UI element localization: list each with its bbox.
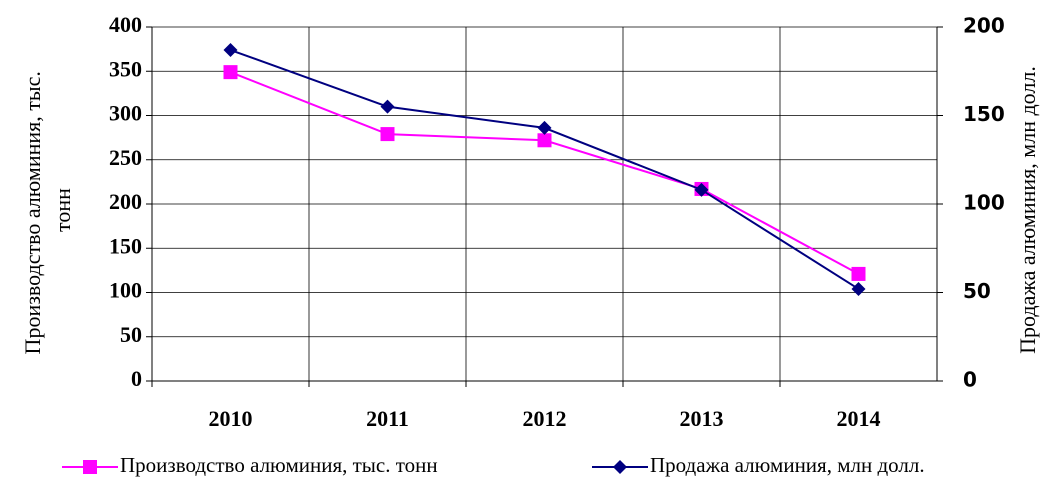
x-tick-label: 2014 — [837, 406, 881, 431]
marker — [851, 281, 866, 296]
x-tick-label: 2010 — [209, 406, 253, 431]
marker — [380, 127, 395, 142]
legend-label: Продажа алюминия, млн долл. — [650, 453, 925, 477]
y-tick-label: 300 — [109, 101, 142, 126]
marker — [223, 65, 238, 80]
marker — [537, 133, 552, 148]
marker — [380, 99, 395, 114]
y-axis-title: Производство алюминия, тыс. тонн — [20, 66, 75, 355]
y-tick-label: 400 — [109, 12, 142, 37]
y2-tick-label: 50 — [963, 279, 991, 303]
y-tick-label: 200 — [109, 189, 142, 214]
y-tick-label: 0 — [131, 366, 142, 391]
series-line — [230, 49, 860, 290]
series-line — [230, 71, 859, 275]
marker — [223, 43, 238, 58]
x-tick-label: 2011 — [366, 406, 409, 431]
marker — [851, 266, 866, 281]
x-tick-label: 2012 — [523, 406, 567, 431]
marker — [694, 182, 709, 197]
y-tick-label: 100 — [109, 278, 142, 303]
y2-tick-label: 100 — [963, 191, 1005, 215]
y2-tick-label: 150 — [963, 102, 1005, 126]
marker — [537, 120, 552, 135]
y2-tick-label: 200 — [963, 14, 1005, 38]
x-tick-label: 2013 — [680, 406, 724, 431]
legend-marker — [83, 460, 97, 474]
y-tick-label: 250 — [109, 145, 142, 170]
y2-axis-title: Продажа алюминия, млн долл. — [1015, 66, 1040, 354]
legend-label: Производство алюминия, тыс. тонн — [120, 453, 438, 477]
y-tick-label: 350 — [109, 56, 142, 81]
legend-marker — [613, 460, 627, 474]
y-tick-label: 150 — [109, 233, 142, 258]
y-tick-label: 50 — [120, 322, 142, 347]
y2-tick-label: 0 — [963, 368, 977, 392]
